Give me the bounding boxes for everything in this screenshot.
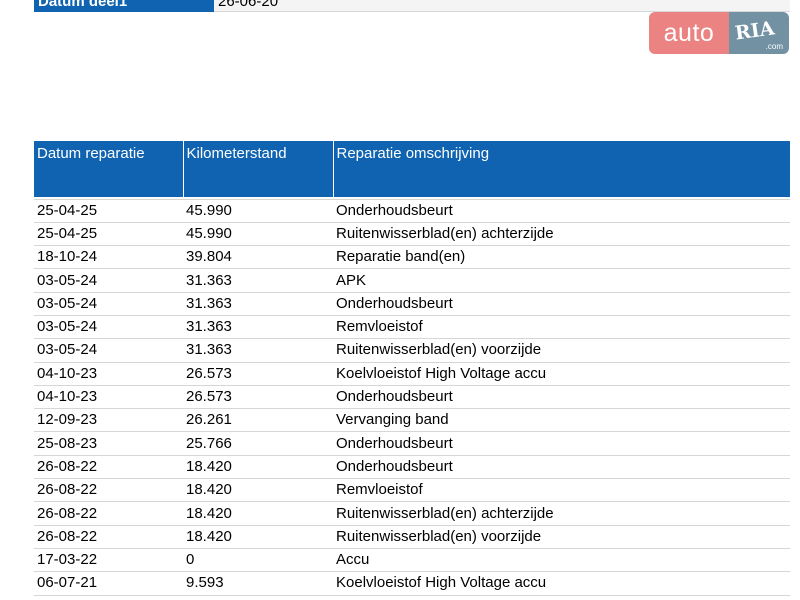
cell-date: 26-08-22: [34, 478, 183, 503]
cell-description: Onderhoudsbeurt: [333, 385, 790, 410]
cell-date: 03-05-24: [34, 315, 183, 340]
cell-mileage: 18.420: [183, 455, 333, 480]
cell-date: 26-08-22: [34, 501, 183, 526]
cell-mileage: 45.990: [183, 199, 333, 223]
header-mileage: Kilometerstand: [183, 141, 334, 197]
cell-mileage: 0: [183, 548, 333, 573]
table-body: 25-04-25 45.990 Onderhoudsbeurt 25-04-25 45.…: [34, 197, 790, 596]
table-row: 26-08-22 18.420 Remvloeistof: [34, 478, 790, 503]
table-row: 25-04-25 45.990 Ruitenwisserblad(en) achte…: [34, 222, 790, 247]
cell-mileage: 18.420: [183, 501, 333, 526]
cell-mileage: 9.593: [183, 571, 333, 596]
cell-description: Remvloeistof: [333, 478, 790, 503]
cell-description: Reparatie band(en): [333, 245, 790, 270]
cell-mileage: 18.420: [183, 525, 333, 549]
cell-description: Ruitenwisserblad(en) voorzijde: [333, 525, 790, 549]
cell-description: Ruitenwisserblad(en) voorzijde: [333, 338, 790, 363]
cell-mileage: 26.573: [183, 362, 333, 386]
table-row: 26-08-22 18.420 Onderhoudsbeurt: [34, 455, 790, 480]
table-header-row: Datum reparatie Kilometerstand Reparatie…: [34, 141, 790, 197]
cell-description: Remvloeistof: [333, 315, 790, 340]
table-row: 26-08-22 18.420 Ruitenwisserblad(en) achte…: [34, 501, 790, 526]
table-row: 03-05-24 31.363 Remvloeistof: [34, 315, 790, 340]
top-row-value: 26-06-20: [214, 0, 790, 12]
header-spacer: [34, 197, 790, 200]
table-row: 12-09-23 26.261 Vervanging band: [34, 408, 790, 433]
cell-description: Onderhoudsbeurt: [333, 455, 790, 480]
cell-description: Koelvloeistof High Voltage accu: [333, 362, 790, 386]
table-row: 04-10-23 26.573 Onderhoudsbeurt: [34, 385, 790, 410]
table-row: 06-07-21 9.593 Koelvloeistof High Voltage …: [34, 571, 790, 596]
top-info-row: Datum deel1 26-06-20: [34, 0, 790, 12]
cell-date: 06-07-21: [34, 571, 183, 596]
cell-mileage: 31.363: [183, 315, 333, 340]
cell-description: Onderhoudsbeurt: [333, 431, 790, 456]
table-row: 03-05-24 31.363 APK: [34, 268, 790, 293]
cell-description: Ruitenwisserblad(en) achterzijde: [333, 222, 790, 247]
table-row: 04-10-23 26.573 Koelvloeistof High Voltage…: [34, 362, 790, 386]
cell-mileage: 25.766: [183, 431, 333, 456]
cell-date: 18-10-24: [34, 245, 183, 270]
top-row-label: Datum deel1: [34, 0, 214, 12]
cell-date: 03-05-24: [34, 338, 183, 363]
cell-mileage: 31.363: [183, 268, 333, 293]
cell-date: 25-04-25: [34, 222, 183, 247]
header-date-repair: Datum reparatie: [34, 141, 184, 197]
cell-mileage: 31.363: [183, 338, 333, 363]
watermark-com-text: .com: [765, 42, 783, 51]
table-row: 26-08-22 18.420 Ruitenwisserblad(en) voorz…: [34, 525, 790, 549]
table-row: 17-03-22 0 Accu: [34, 548, 790, 573]
watermark-ria-badge: RIA .com: [729, 12, 789, 54]
table-row: 18-10-24 39.804 Reparatie band(en): [34, 245, 790, 270]
header-repair-description: Reparatie omschrijving: [333, 141, 790, 197]
cell-description: Accu: [333, 548, 790, 573]
table-row: 03-05-24 31.363 Ruitenwisserblad(en) voorz…: [34, 338, 790, 363]
cell-mileage: 39.804: [183, 245, 333, 270]
cell-description: Onderhoudsbeurt: [333, 292, 790, 316]
table-header: Datum reparatie Kilometerstand Reparatie…: [34, 141, 790, 197]
watermark-auto-text: auto: [649, 12, 729, 54]
cell-description: Ruitenwisserblad(en) achterzijde: [333, 501, 790, 526]
cell-mileage: 18.420: [183, 478, 333, 503]
cell-date: 25-04-25: [34, 199, 183, 223]
cell-date: 04-10-23: [34, 385, 183, 410]
cell-date: 12-09-23: [34, 408, 183, 433]
cell-description: Vervanging band: [333, 408, 790, 433]
table-row: 03-05-24 31.363 Onderhoudsbeurt: [34, 292, 790, 316]
cell-description: APK: [333, 268, 790, 293]
autoria-watermark-logo: auto RIA .com: [649, 12, 789, 54]
cell-date: 03-05-24: [34, 292, 183, 316]
cell-mileage: 31.363: [183, 292, 333, 316]
cell-mileage: 26.573: [183, 385, 333, 410]
cell-date: 26-08-22: [34, 455, 183, 480]
cell-mileage: 26.261: [183, 408, 333, 433]
cell-mileage: 45.990: [183, 222, 333, 247]
cell-date: 04-10-23: [34, 362, 183, 386]
table-row: 25-08-23 25.766 Onderhoudsbeurt: [34, 431, 790, 456]
cell-description: Koelvloeistof High Voltage accu: [333, 571, 790, 596]
cell-date: 25-08-23: [34, 431, 183, 456]
table-row: 25-04-25 45.990 Onderhoudsbeurt: [34, 199, 790, 223]
repair-history-table: Datum reparatie Kilometerstand Reparatie…: [34, 141, 790, 596]
cell-description: Onderhoudsbeurt: [333, 199, 790, 223]
cell-date: 03-05-24: [34, 268, 183, 293]
cell-date: 26-08-22: [34, 525, 183, 549]
cell-date: 17-03-22: [34, 548, 183, 573]
